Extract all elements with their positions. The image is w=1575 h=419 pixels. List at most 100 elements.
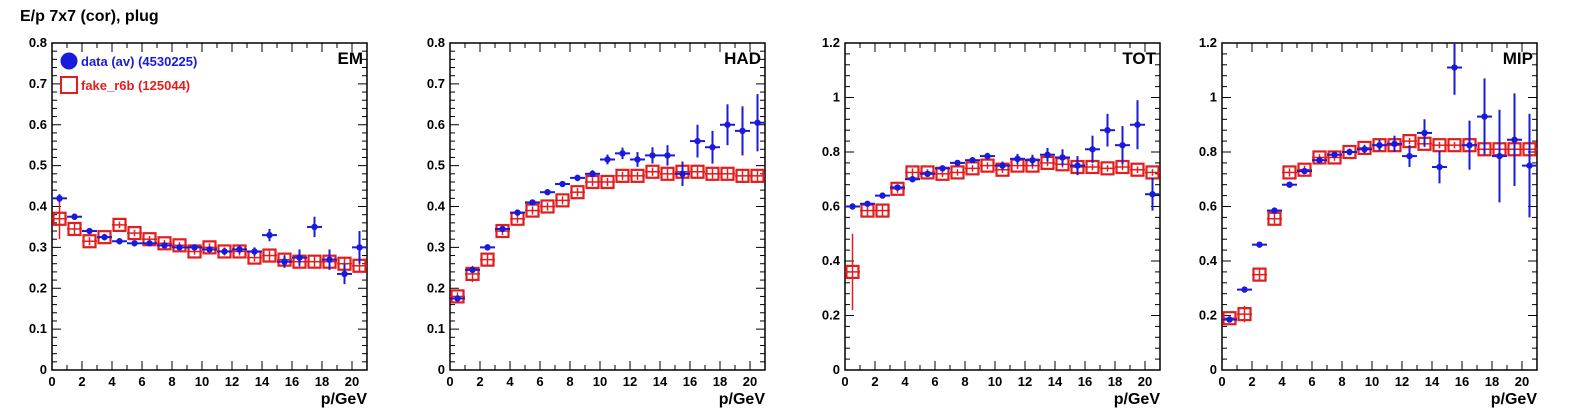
data-point — [1104, 127, 1111, 134]
data-point — [1286, 181, 1293, 188]
data-point — [574, 174, 581, 182]
x-tick-label: 16 — [683, 374, 697, 389]
x-tick-label: 10 — [593, 374, 607, 389]
x-tick-label: 0 — [1218, 374, 1225, 389]
x-tick-label: 2 — [1248, 374, 1255, 389]
fake-point — [720, 166, 735, 181]
data-point — [221, 248, 228, 255]
data-point — [1331, 151, 1338, 158]
x-tick-label: 14 — [255, 374, 270, 389]
fake-point — [82, 234, 97, 249]
data-point — [341, 270, 348, 278]
fake-point — [450, 289, 465, 304]
y-tick-label: 0.4 — [1199, 253, 1218, 268]
fake-point — [1312, 150, 1327, 165]
y-tick-label: 0.1 — [427, 321, 445, 336]
chart-panel-em: 0 2 4 6 8 10 12 14 16 18 20 0 0.1 0.2 0.3 0.4 0.5 0.6 0.7 0… — [29, 35, 368, 408]
legend-marker-fake — [60, 76, 78, 94]
y-tick-label: 0.6 — [1199, 199, 1217, 214]
data-point — [1271, 207, 1278, 214]
y-tick-label: 0.1 — [29, 321, 47, 336]
y-tick-label: 0.4 — [427, 199, 446, 214]
data-point — [266, 231, 273, 239]
fake-point — [630, 168, 645, 183]
y-tick-label: 1 — [1210, 90, 1217, 105]
data-point — [1256, 241, 1263, 248]
fake-point — [950, 165, 965, 180]
data-point — [191, 244, 198, 251]
fake-point — [67, 221, 82, 237]
fake-point — [1252, 267, 1267, 282]
y-tick-label: 0.4 — [822, 253, 841, 268]
x-tick-label: 4 — [108, 374, 116, 389]
data-point — [1406, 152, 1413, 160]
legend-label: data (av) (4530225) — [81, 54, 197, 69]
data-point — [281, 258, 288, 265]
fake-point — [690, 164, 705, 179]
data-point — [1119, 141, 1126, 149]
fake-point — [1267, 211, 1282, 226]
x-tick-label: 20 — [345, 374, 359, 389]
x-tick-label: 12 — [225, 374, 239, 389]
fake-point — [1432, 138, 1447, 153]
data-point — [1059, 154, 1066, 161]
series-fake — [1222, 134, 1537, 326]
data-point — [849, 203, 856, 210]
y-tick-label: 0.8 — [427, 35, 445, 50]
data-point — [879, 192, 886, 199]
fake-point — [172, 238, 187, 253]
y-tick-label: 0.2 — [29, 280, 47, 295]
fake-point — [570, 185, 585, 200]
data-point — [1074, 162, 1081, 169]
y-tick-label: 0.6 — [822, 199, 840, 214]
data-point — [1226, 316, 1233, 323]
fake-point — [202, 240, 217, 255]
data-point — [864, 200, 871, 207]
series-data — [52, 194, 367, 285]
y-tick-label: 0.6 — [29, 117, 47, 132]
x-tick-label: 18 — [1485, 374, 1499, 389]
data-point — [634, 156, 641, 163]
data-point — [709, 144, 716, 151]
y-tick-label: 0 — [833, 362, 840, 377]
x-tick-label: 10 — [195, 374, 209, 389]
data-point — [1316, 156, 1323, 164]
data-point — [131, 240, 138, 247]
y-tick-label: 0.8 — [822, 144, 840, 159]
fake-point — [525, 203, 540, 218]
x-tick-label: 16 — [1078, 374, 1092, 389]
y-tick-label: 0.7 — [427, 76, 445, 91]
x-tick-label: 10 — [988, 374, 1002, 389]
panel-label: EM — [338, 49, 364, 68]
data-point — [1346, 148, 1353, 156]
fake-point — [1282, 165, 1297, 180]
chart-panel-had: 0 2 4 6 8 10 12 14 16 18 20 0 0.1 0.2 0.3 0.4 0.5 0.6 0.7 0… — [427, 35, 766, 408]
series-fake — [52, 198, 367, 273]
fake-point — [1145, 165, 1160, 180]
data-point — [984, 152, 991, 160]
fake-point — [555, 193, 570, 208]
data-point — [544, 188, 551, 196]
data-point — [739, 127, 746, 135]
fake-point — [1297, 162, 1312, 177]
x-tick-label: 2 — [476, 374, 483, 389]
data-point — [1241, 286, 1248, 293]
y-tick-label: 0.3 — [29, 239, 47, 254]
fake-point — [52, 211, 67, 226]
fake-point — [645, 164, 660, 179]
x-tick-label: 4 — [1278, 374, 1286, 389]
fake-point — [615, 168, 630, 183]
x-tick-label: 2 — [871, 374, 878, 389]
x-axis-title: p/GeV — [719, 391, 766, 408]
legend: data (av) (4530225) fake_r6b (125044) — [60, 52, 197, 94]
y-tick-label: 0.5 — [29, 158, 47, 173]
x-tick-label: 6 — [931, 374, 938, 389]
series-data — [1222, 43, 1537, 323]
fake-point — [1222, 311, 1237, 326]
y-tick-label: 1 — [833, 90, 840, 105]
data-point — [251, 248, 258, 255]
data-point — [484, 244, 491, 251]
x-tick-label: 12 — [1018, 374, 1032, 389]
data-point — [1361, 146, 1368, 153]
